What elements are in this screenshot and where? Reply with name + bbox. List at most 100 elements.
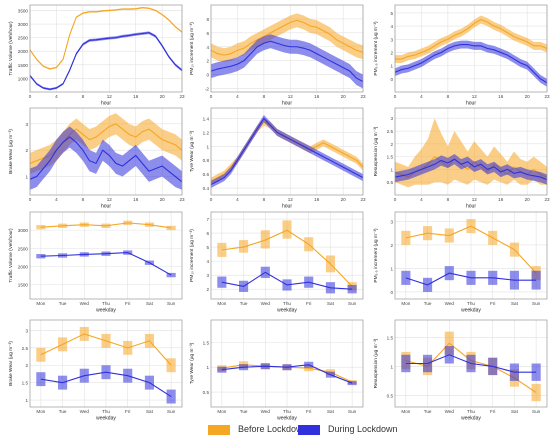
x-tick-label: Sat [327, 409, 335, 414]
x-tick-label: Tue [424, 409, 432, 414]
x-tick-label: 0 [210, 94, 213, 99]
box-before [282, 220, 292, 239]
y-tick-label: 1 [390, 266, 393, 271]
box-before [239, 240, 249, 253]
plot-frame [394, 211, 548, 300]
y-tick-label: 2000 [18, 264, 29, 269]
y-tick-label: 0.5 [387, 180, 394, 185]
x-tick-label: Sat [511, 409, 519, 414]
y-axis-label: Brake Wear (µg m⁻³) [8, 341, 14, 386]
box-during [217, 276, 227, 288]
x-tick-label: 12 [288, 197, 294, 202]
y-tick-label: 2 [206, 59, 209, 64]
y-axis-label: Brake Wear (µg m⁻³) [8, 129, 14, 174]
x-tick-label: Sat [146, 301, 154, 306]
x-tick-label: Tue [59, 301, 67, 306]
box-during [401, 354, 411, 373]
x-tick-label: 12 [107, 94, 113, 99]
x-tick-label: Mon [36, 301, 45, 306]
y-tick-label: 1 [25, 175, 28, 180]
y-tick-label: 6 [206, 231, 209, 236]
x-tick-label: Sat [511, 301, 519, 306]
x-tick-label: Tue [424, 301, 432, 306]
y-axis-label: Resuspension (µg m⁻³) [373, 126, 379, 176]
x-axis-label: weekday [277, 416, 297, 422]
x-axis-label: hour [282, 204, 292, 210]
y-tick-label: 4 [206, 259, 209, 264]
y-tick-label: 2.5 [387, 129, 394, 134]
x-tick-label: Mon [401, 409, 410, 414]
x-tick-label: 23 [179, 197, 185, 202]
x-tick-label: 16 [498, 197, 504, 202]
y-axis-label: PM₂.₅ increment (µg m⁻³) [373, 228, 379, 283]
x-tick-label: Sun [532, 301, 541, 306]
line-during [40, 252, 172, 276]
x-tick-label: 0 [394, 94, 397, 99]
plot-frame [210, 107, 364, 196]
box-during [36, 372, 46, 387]
x-tick-label: 20 [341, 94, 347, 99]
panel-12: 0.5 1 1.5 Mon Tue Wed Thu Fri Sat Sun weekday Resus… [373, 319, 548, 422]
line-before [210, 19, 364, 56]
y-axis-label: PM₁₀ increment (µg m⁻³) [189, 229, 195, 282]
y-tick-label: 2 [390, 243, 393, 248]
x-tick-label: 16 [498, 94, 504, 99]
x-tick-label: 8 [263, 94, 266, 99]
y-tick-label: 5 [206, 245, 209, 250]
y-tick-label: 0.8 [203, 158, 210, 163]
plot-frame [394, 107, 548, 196]
line-during [405, 354, 537, 373]
x-tick-label: 4 [55, 94, 58, 99]
y-tick-label: 0.5 [203, 390, 210, 395]
x-tick-label: 23 [544, 94, 550, 99]
y-tick-label: 1.5 [22, 381, 29, 386]
y-tick-label: 4 [390, 24, 393, 29]
box-before [260, 230, 270, 249]
x-tick-label: Fri [490, 301, 495, 306]
x-tick-label: 4 [55, 197, 58, 202]
box-during [347, 284, 357, 294]
y-axis-label: Resuspension (µg m⁻³) [373, 338, 379, 388]
y-axis-label: Traffic Volume (Veh/hour) [8, 228, 14, 283]
line-before [221, 229, 353, 287]
legend-swatch-during [298, 425, 320, 435]
plot-frame [29, 319, 183, 408]
x-tick-label: Fri [125, 409, 130, 414]
x-tick-label: 0 [394, 197, 397, 202]
y-axis-label: Traffic Volume (Veh/hour) [8, 21, 14, 76]
panel-6: 0.5 1 1.5 2 2.5 3 0 4 8 12 16 20 23 hour Resuspension … [373, 107, 550, 210]
panel-9: 0 1 2 3 Mon Tue Wed Thu Fri Sat Sun weekday PM₂.₅ in… [373, 211, 548, 314]
x-tick-label: Tue [240, 301, 248, 306]
band-during [395, 40, 547, 87]
y-tick-label: 1 [390, 64, 393, 69]
plot-area [30, 5, 182, 92]
x-tick-label: 16 [133, 94, 139, 99]
y-tick-label: 7 [206, 217, 209, 222]
y-tick-label: 5 [390, 11, 393, 16]
box-before [36, 347, 46, 362]
x-axis-label: hour [101, 204, 111, 210]
x-tick-label: Wed [80, 409, 90, 414]
x-tick-label: 4 [420, 197, 423, 202]
y-tick-label: 0 [206, 73, 209, 78]
x-tick-label: Fri [125, 301, 130, 306]
x-axis-label: hour [466, 101, 476, 107]
y-axis-label: Tyre Wear (µg m⁻³) [189, 342, 195, 384]
box-during [347, 381, 357, 386]
x-tick-label: 23 [360, 94, 366, 99]
x-tick-label: 8 [447, 197, 450, 202]
x-tick-label: Thu [283, 409, 291, 414]
x-tick-label: 16 [314, 197, 320, 202]
plot-frame [29, 211, 183, 300]
box-during [166, 389, 176, 404]
y-tick-label: 1 [206, 365, 209, 370]
x-tick-label: 12 [472, 197, 478, 202]
line-before [405, 225, 537, 274]
y-tick-label: 3 [25, 122, 28, 127]
y-tick-label: 1.5 [387, 335, 394, 340]
y-tick-label: 0.4 [203, 186, 210, 191]
line-before [40, 222, 172, 229]
y-tick-label: 1.2 [203, 130, 210, 135]
